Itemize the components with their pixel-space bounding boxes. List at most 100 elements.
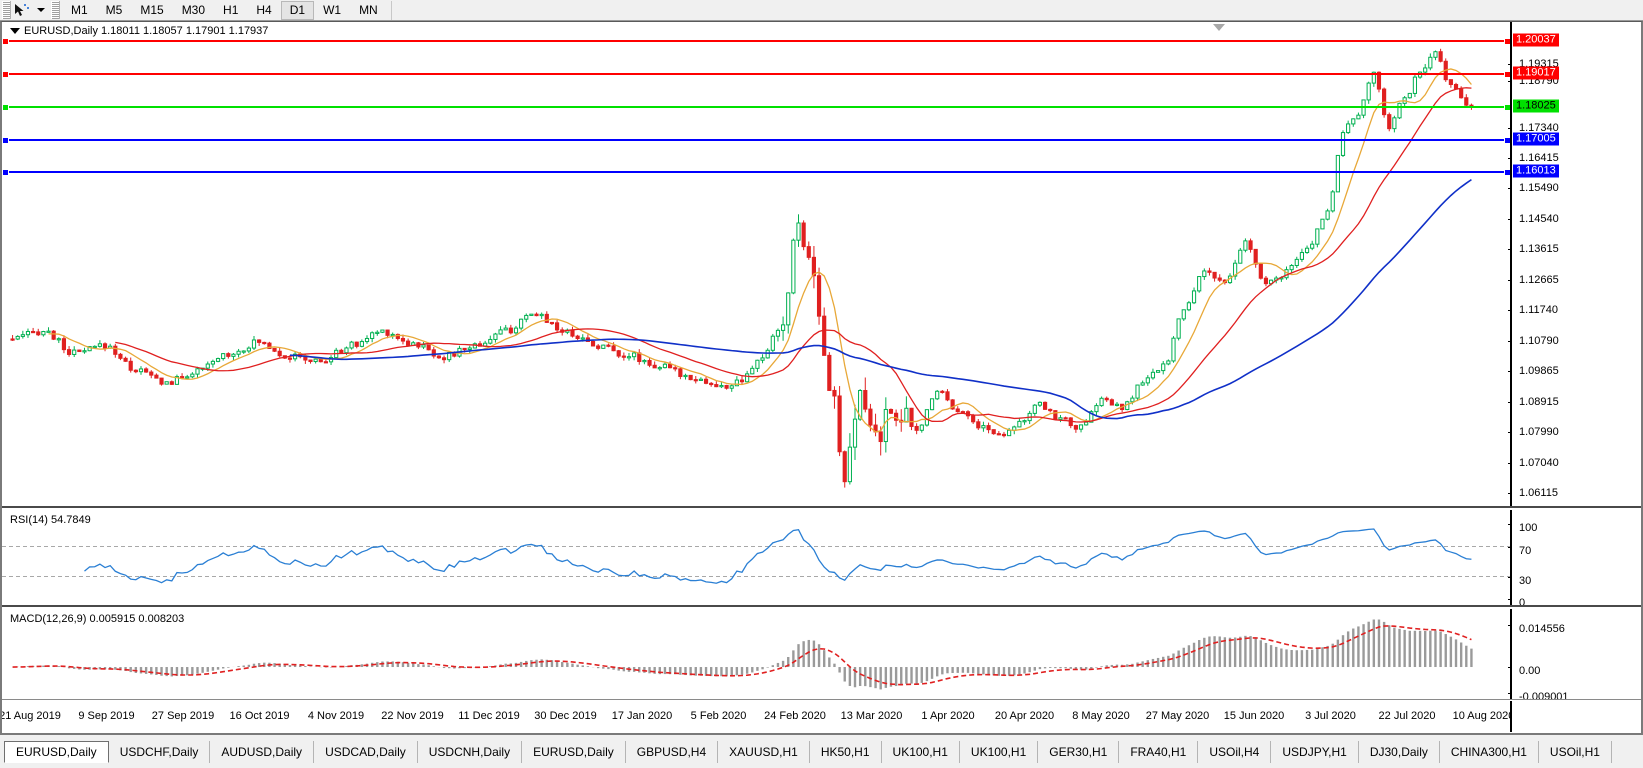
scroll-position-marker[interactable] [1213, 24, 1225, 31]
date-tick-label: 4 Nov 2019 [307, 710, 365, 722]
price-tick-mark [1508, 492, 1512, 494]
level-line-handle-right[interactable] [1504, 169, 1510, 177]
rsi-tick-label: 70 [1519, 544, 1532, 557]
date-tick-label: 30 Dec 2019 [534, 710, 597, 722]
level-line-handle-left[interactable] [2, 103, 9, 111]
level-price-tag-1.18025[interactable]: 1.18025 [1513, 99, 1559, 113]
chart-tab-bar[interactable]: EURUSD,Daily USDCHF,Daily AUDUSD,Daily USDC… [0, 735, 1643, 768]
price-tick-label: 1.09865 [1519, 364, 1559, 377]
price-pane[interactable]: EURUSD,Daily 1.18011 1.18057 1.17901 1.1… [2, 22, 1641, 508]
macd-pane[interactable]: MACD(12,26,9) 0.005915 0.008203 0.014556… [2, 609, 1641, 700]
timeframe-button-m1[interactable]: M1 [71, 3, 88, 17]
chevron-down-icon [37, 8, 45, 12]
level-price-tag-1.17005[interactable]: 1.17005 [1513, 132, 1559, 146]
rsi-line-series [2, 528, 1510, 584]
date-tick-label: 17 Jan 2020 [611, 710, 673, 722]
price-tick-mark [1508, 158, 1512, 160]
level-line-pivot-1.18025[interactable] [2, 103, 1510, 111]
level-line-handle-left[interactable] [2, 38, 9, 46]
timeframe-button-group: M1 M5 M15 M30 H1 H4 D1 W1 MN [62, 0, 387, 20]
chart-tab-eurusd-daily[interactable]: EURUSD,Daily [4, 741, 109, 763]
chart-tab-ger30-h1[interactable]: GER30,H1 [1038, 741, 1120, 763]
chart-tab-gbpusd-h4[interactable]: GBPUSD,H4 [626, 741, 719, 763]
macd-tick-mark [1508, 667, 1512, 669]
price-tick-label: 1.07040 [1519, 456, 1559, 469]
cursor-dropdown-icon[interactable] [33, 1, 49, 20]
chart-tab-uk100-h1[interactable]: UK100,H1 [882, 741, 960, 763]
price-tick-label: 1.10790 [1519, 334, 1559, 347]
chart-title: EURUSD,Daily 1.18011 1.18057 1.17901 1.1… [24, 25, 269, 37]
date-tick-label: 5 Feb 2020 [690, 710, 747, 722]
level-line-handle-right[interactable] [1504, 136, 1510, 144]
macd-tick-label: 0.014556 [1519, 623, 1565, 635]
chart-tab-usdchf-daily[interactable]: USDCHF,Daily [109, 741, 211, 763]
timeframe-button-h4[interactable]: H4 [256, 3, 272, 17]
level-line-handle-left[interactable] [2, 71, 9, 79]
macd-histogram-series [12, 619, 1473, 690]
chart-tab-usdcad-daily[interactable]: USDCAD,Daily [314, 741, 418, 763]
chart-tab-usdcnh-daily[interactable]: USDCNH,Daily [418, 741, 523, 763]
chart-tab-usoil-h4[interactable]: USOil,H4 [1198, 741, 1272, 763]
level-line-handle-left[interactable] [2, 136, 9, 144]
timeframe-button-d1[interactable]: D1 [280, 0, 315, 20]
toolbar-overflow-area [390, 0, 1643, 20]
timeframe-button-m5[interactable]: M5 [105, 3, 123, 17]
timeframe-button-m30[interactable]: M30 [181, 3, 206, 17]
date-tick-label: 27 Sep 2019 [151, 710, 215, 722]
level-line-resistance-1.20037[interactable] [2, 38, 1510, 46]
level-line-resistance-1.19017[interactable] [2, 71, 1510, 79]
level-line-handle-right[interactable] [1504, 103, 1510, 111]
date-tick-label: 8 May 2020 [1072, 710, 1130, 722]
price-axis-scale[interactable]: 1.19315 1.18790 1.17340 1.16415 1.15490 1.145… [1508, 22, 1641, 506]
level-price-tag-1.19017[interactable]: 1.19017 [1513, 66, 1559, 80]
price-tick-label: 1.15490 [1519, 182, 1559, 195]
date-axis[interactable]: 21 Aug 2019 9 Sep 2019 27 Sep 2019 16 Oct 2… [2, 701, 1641, 732]
rsi-pane[interactable]: RSI(14) 54.7849 100 70 30 0 [2, 510, 1641, 607]
level-line-support-1.16013[interactable] [2, 169, 1510, 177]
date-tick-label: 22 Nov 2019 [381, 710, 444, 722]
level-price-tag-1.20037[interactable]: 1.20037 [1513, 33, 1559, 47]
rsi-tick-mark [1508, 524, 1512, 525]
macd-plot-canvas[interactable]: MACD(12,26,9) 0.005915 0.008203 [2, 609, 1510, 699]
price-tick-label: 1.08915 [1519, 395, 1559, 408]
chart-tab-uk100-h1[interactable]: UK100,H1 [960, 741, 1039, 763]
chart-collapse-icon[interactable] [10, 28, 20, 34]
date-tick-label: 24 Feb 2020 [764, 710, 826, 722]
macd-tick-label: 0.00 [1519, 665, 1541, 678]
toolbar-grip[interactable] [2, 1, 11, 19]
level-line-support-1.17005[interactable] [2, 136, 1510, 144]
crosshair-cursor-icon[interactable] [11, 1, 33, 20]
timeframe-button-mn[interactable]: MN [359, 3, 378, 17]
date-tick-label: 10 Aug 2020 [1452, 710, 1510, 722]
date-tick-label: 20 Apr 2020 [994, 710, 1055, 722]
chart-tab-dj30-daily[interactable]: DJ30,Daily [1359, 741, 1440, 763]
price-tick-mark [1508, 219, 1512, 220]
rsi-axis-scale: 100 70 30 0 [1508, 510, 1641, 607]
chart-tab-xauusd-h1[interactable]: XAUUSD,H1 [718, 741, 810, 763]
price-plot-canvas[interactable]: EURUSD,Daily 1.18011 1.18057 1.17901 1.1… [2, 22, 1510, 506]
level-line-handle-left[interactable] [2, 169, 9, 177]
chart-tab-usoil-h1[interactable]: USOil,H1 [1539, 741, 1612, 763]
date-axis-labels: 21 Aug 2019 9 Sep 2019 27 Sep 2019 16 Oct 2… [2, 701, 1510, 732]
price-tick-label: 1.06115 [1519, 486, 1558, 499]
chart-tab-fra40-h1[interactable]: FRA40,H1 [1119, 741, 1199, 763]
price-tick-mark [1508, 340, 1512, 342]
date-tick-label: 11 Dec 2019 [458, 710, 520, 722]
rsi-tick-label: 0 [1519, 597, 1526, 607]
chart-tab-audusd-daily[interactable]: AUDUSD,Daily [210, 741, 315, 763]
macd-tick-label: -0.009001 [1519, 691, 1569, 700]
rsi-tick-label: 30 [1519, 574, 1532, 587]
level-line-handle-right[interactable] [1504, 38, 1510, 46]
timeframe-button-h1[interactable]: H1 [223, 3, 239, 17]
chart-tab-eurusd-daily[interactable]: EURUSD,Daily [522, 741, 626, 763]
timeframe-button-m15[interactable]: M15 [140, 3, 164, 17]
price-tick-mark [1508, 80, 1512, 82]
chart-area[interactable]: EURUSD,Daily 1.18011 1.18057 1.17901 1.1… [0, 21, 1643, 735]
level-price-tag-1.16013[interactable]: 1.16013 [1513, 164, 1559, 178]
chart-tab-usdjpy-h1[interactable]: USDJPY,H1 [1271, 741, 1359, 763]
rsi-plot-canvas[interactable]: RSI(14) 54.7849 [2, 510, 1510, 605]
chart-tab-china300-h1[interactable]: CHINA300,H1 [1440, 741, 1539, 763]
timeframe-button-w1[interactable]: W1 [323, 3, 342, 17]
chart-tab-hk50-h1[interactable]: HK50,H1 [810, 741, 882, 763]
level-line-handle-right[interactable] [1504, 71, 1510, 79]
